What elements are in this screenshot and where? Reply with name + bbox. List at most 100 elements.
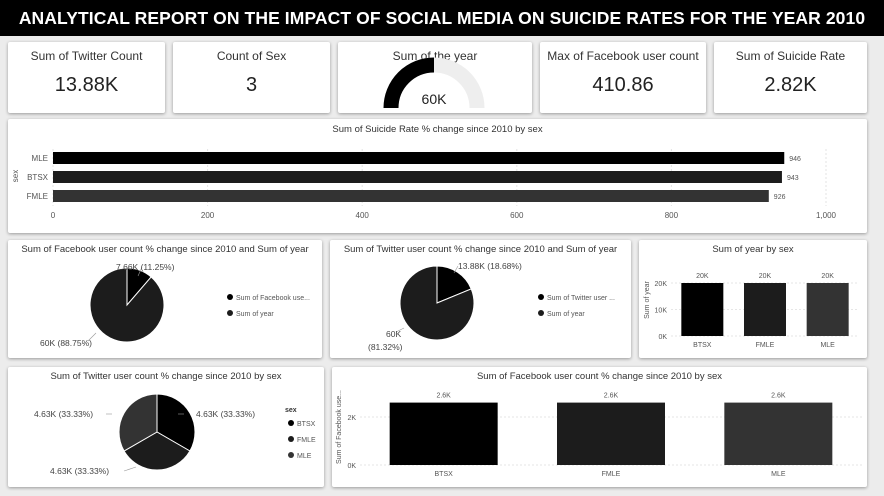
chart-title: Sum of year by sex <box>712 244 794 255</box>
y-axis-title: Sum of year <box>644 280 651 318</box>
x-tick-label: 400 <box>356 211 370 220</box>
pie-slice[interactable] <box>118 393 158 452</box>
kpi-title: Sum of Twitter Count <box>30 49 143 63</box>
bar[interactable] <box>744 283 786 336</box>
chart-title: Sum of Facebook user count % change sinc… <box>21 244 309 255</box>
legend-label[interactable]: Sum of Facebook use... <box>236 295 310 302</box>
kpi-value: 13.88K <box>54 74 119 96</box>
legend-label[interactable]: Sum of year <box>547 311 585 318</box>
slice-label: 7.66K (11.25%) <box>116 262 175 272</box>
kpi-year-gauge-card[interactable]: Sum of the year 60K <box>338 42 532 113</box>
gauge-chart: 60K <box>383 57 485 109</box>
kpi-value: 2.82K <box>764 74 817 96</box>
x-tick-label: MLE <box>820 342 835 349</box>
legend-label[interactable]: Sum of Twitter user ... <box>547 295 615 302</box>
slice-label: 60K <box>386 329 401 339</box>
data-label: 20K <box>759 273 772 280</box>
legend-marker <box>538 310 544 316</box>
slice-label: 13.88K (18.68%) <box>458 261 522 271</box>
leader-line <box>87 332 97 342</box>
slice-label: (81.32%) <box>368 342 403 352</box>
chart-title: Sum of Twitter user count % change since… <box>50 371 282 382</box>
x-tick-label: MLE <box>771 471 786 478</box>
bar[interactable] <box>389 402 498 465</box>
suicide-rate-bar-chart: sex MLE 946 BTSX 943 FMLE 926 0 200 400 600 800 1,… <box>11 149 837 220</box>
leader-line <box>137 266 143 277</box>
legend-label[interactable]: FMLE <box>297 437 316 444</box>
gauge-fill <box>383 57 435 109</box>
legend-marker <box>227 294 233 300</box>
suicide-rate-bar-card[interactable]: Sum of Suicide Rate % change since 2010 … <box>8 119 867 233</box>
bar[interactable] <box>557 402 665 465</box>
y-tick-label: FMLE <box>27 192 48 201</box>
data-label: 926 <box>774 194 786 201</box>
pie-slice[interactable] <box>156 393 196 452</box>
data-label: 943 <box>787 175 799 182</box>
legend-marker <box>288 452 294 458</box>
kpi-title: Sum of the year <box>392 49 478 63</box>
y-axis-title: Sum of Facebook use... <box>336 390 343 464</box>
bar[interactable] <box>806 283 849 336</box>
kpi-suicide-rate-card[interactable]: Sum of Suicide Rate 2.82K <box>714 42 867 113</box>
bar[interactable] <box>724 402 833 465</box>
bar[interactable] <box>53 190 769 202</box>
facebook-by-sex-card[interactable]: Sum of Facebook user count % change sinc… <box>332 367 867 487</box>
report-title: ANALYTICAL REPORT ON THE IMPACT OF SOCIA… <box>0 0 884 36</box>
legend-marker <box>538 294 544 300</box>
data-label: 946 <box>789 156 801 163</box>
x-tick-label: BTSX <box>435 471 454 478</box>
chart-title: Sum of Facebook user count % change sinc… <box>476 371 723 382</box>
year-by-sex-chart: Sum of year 0K 10K 20K 20K BTSX 20K FMLE 20K MLE <box>644 273 859 349</box>
leader-line <box>395 327 405 333</box>
twitter-pie-card[interactable]: Sum of Twitter user count % change since… <box>330 240 631 358</box>
x-tick-label: 600 <box>510 211 524 220</box>
slice-label: 4.63K (33.33%) <box>196 409 255 419</box>
facebook-by-sex-chart: Sum of Facebook use... 0K 2K 2.6K BTSX 2.6K F… <box>336 390 862 478</box>
x-tick-label: BTSX <box>693 342 712 349</box>
year-by-sex-card[interactable]: Sum of year by sex Sum of year 0K 10K 20K 2… <box>639 240 867 358</box>
leader-line <box>123 466 137 472</box>
data-label: 2.6K <box>436 393 451 400</box>
y-tick-label: MLE <box>32 154 48 163</box>
y-tick-label: 10K <box>655 308 668 315</box>
legend-title: sex <box>285 407 297 414</box>
twitter-by-sex-pie-card[interactable]: Sum of Twitter user count % change since… <box>8 367 324 487</box>
x-tick-label: 1,000 <box>816 211 837 220</box>
slice-label: 4.63K (33.33%) <box>50 466 109 476</box>
kpi-title: Count of Sex <box>216 49 287 63</box>
legend-label[interactable]: MLE <box>297 453 312 460</box>
twitter-by-sex-pie-chart: 4.63K (33.33%) 4.63K (33.33%) 4.63K (33.… <box>34 393 316 476</box>
pie-slice[interactable] <box>399 265 475 341</box>
kpi-facebook-max-card[interactable]: Max of Facebook user count 410.86 <box>540 42 706 113</box>
x-tick-label: 200 <box>201 211 215 220</box>
data-label: 2.6K <box>604 393 619 400</box>
kpi-value: 410.86 <box>592 74 654 96</box>
pie-slice[interactable] <box>436 265 472 304</box>
y-tick-label: 0K <box>658 334 667 341</box>
x-tick-label: 0 <box>51 211 56 220</box>
kpi-value: 3 <box>245 74 258 96</box>
pie-slice[interactable] <box>89 267 165 343</box>
y-tick-label: 0K <box>347 463 356 470</box>
data-label: 20K <box>821 273 834 280</box>
chart-title: Sum of Twitter user count % change since… <box>343 244 618 255</box>
y-tick-label: 20K <box>655 281 668 288</box>
chart-title: Sum of Suicide Rate % change since 2010 … <box>332 124 543 135</box>
facebook-pie-card[interactable]: Sum of Facebook user count % change sinc… <box>8 240 322 358</box>
facebook-pie-chart: 7.66K (11.25%) 60K (88.75%) Sum of Faceb… <box>40 262 310 348</box>
bar[interactable] <box>681 283 724 336</box>
kpi-sex-count-card[interactable]: Count of Sex 3 <box>173 42 330 113</box>
twitter-pie-chart: 13.88K (18.68%) 60K (81.32%) Sum of Twit… <box>368 261 615 352</box>
legend-label[interactable]: Sum of year <box>236 311 274 318</box>
bar[interactable] <box>53 152 785 164</box>
data-label: 20K <box>696 273 709 280</box>
legend-marker <box>288 436 294 442</box>
y-tick-label: 2K <box>347 415 356 422</box>
data-label: 2.6K <box>771 393 786 400</box>
gauge-value: 60K <box>422 91 448 107</box>
bar[interactable] <box>53 171 782 183</box>
kpi-twitter-count-card[interactable]: Sum of Twitter Count 13.88K <box>8 42 165 113</box>
legend-label[interactable]: BTSX <box>297 421 316 428</box>
y-axis-title: sex <box>11 170 20 182</box>
x-tick-label: FMLE <box>602 471 621 478</box>
